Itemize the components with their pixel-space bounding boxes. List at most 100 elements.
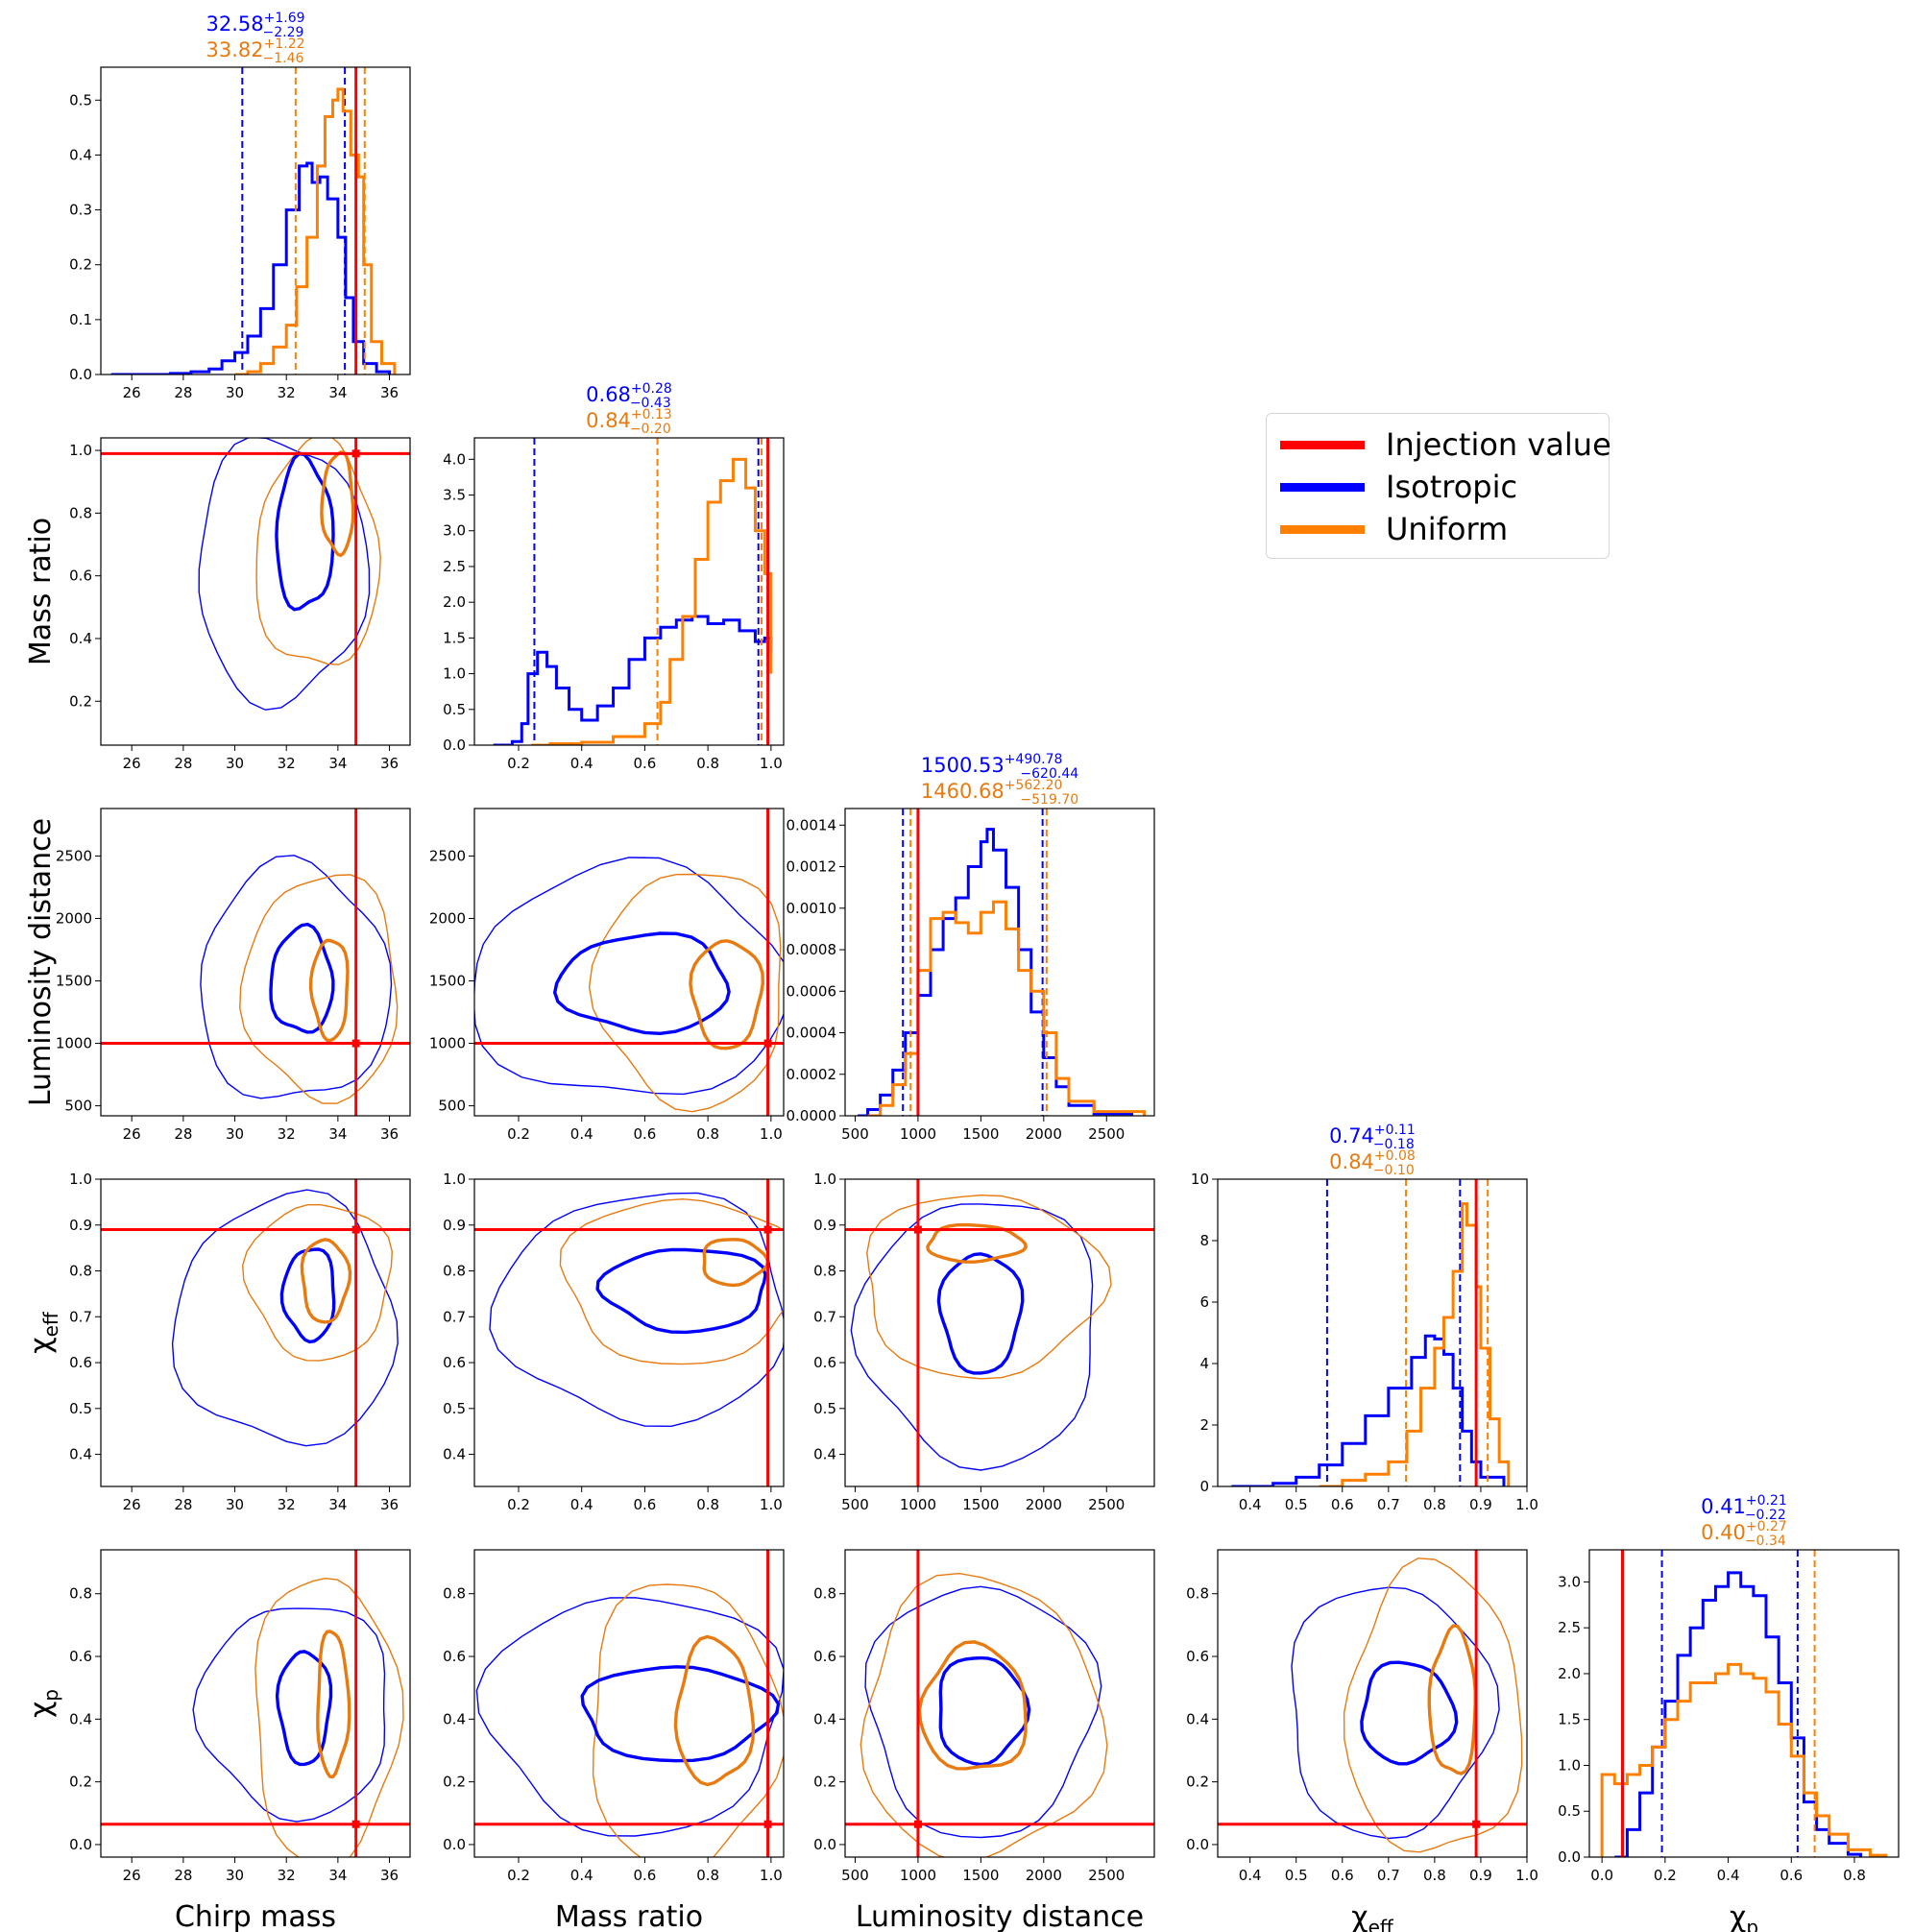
summary-isotropic: 0.68+0.28 −0.43 xyxy=(586,381,672,411)
x-tick-label: 30 xyxy=(226,1125,244,1143)
x-tick-label: 0.5 xyxy=(1285,1496,1308,1513)
y-tick-label: 0.6 xyxy=(69,1354,92,1371)
y-tick-label: 0.4 xyxy=(69,630,92,647)
x-tick-label: 0.8 xyxy=(696,1867,719,1884)
legend-entry-isotropic: Isotropic xyxy=(1280,466,1517,508)
y-tick-label: 0.0008 xyxy=(787,941,837,958)
summary-minus-uniform: −1.46 xyxy=(263,51,304,66)
y-tick-label: 4.0 xyxy=(443,450,466,468)
x-tick-label: 2500 xyxy=(1088,1496,1125,1513)
y-tick-label: 0.4 xyxy=(69,146,92,163)
panel-mc-mc: 26 28 30 32 34 36 0.0 0.1 0.2 0.3 0.4 0.5 32.58+1.69… xyxy=(69,11,411,401)
y-tick-label: 0.8 xyxy=(813,1263,836,1280)
y-tick-label: 4 xyxy=(1199,1355,1209,1372)
contour-uniform-outer xyxy=(239,874,399,1104)
summary-plus-uniform: +1.22 xyxy=(264,36,305,52)
summary-median-uniform: 0.40 xyxy=(1701,1521,1746,1544)
x-tick-label: 32 xyxy=(278,384,296,401)
y-tick-label: 2.5 xyxy=(1558,1619,1581,1636)
panel-content xyxy=(101,1179,410,1486)
y-tick-label: 0.6 xyxy=(69,1648,92,1665)
summary-median-isotropic: 0.68 xyxy=(586,383,631,406)
x-tick-label: 32 xyxy=(278,1867,296,1884)
x-tick-label: 2000 xyxy=(1026,1125,1062,1143)
y-tick-label: 0.5 xyxy=(813,1400,836,1417)
y-tick-label: 1500 xyxy=(429,973,466,990)
panel-frame xyxy=(100,66,411,375)
contour-isotropic-inner xyxy=(938,1655,1031,1767)
y-tick-label: 1000 xyxy=(56,1035,92,1052)
x-tick-label: 0.8 xyxy=(696,755,719,772)
y-tick-label: 0.6 xyxy=(443,1648,466,1665)
x-tick-label: 36 xyxy=(380,384,399,401)
y-tick-label: 0.1 xyxy=(69,311,92,328)
panel-content xyxy=(101,1550,410,1857)
summary-uniform: 0.84+0.13 −0.20 xyxy=(586,407,672,437)
panel-frame xyxy=(100,808,411,1117)
y-tick-label: 0.4 xyxy=(443,1710,466,1727)
x-axis-label-subscript: p xyxy=(1746,1916,1758,1932)
y-tick-label: 0.5 xyxy=(69,1400,92,1417)
y-tick-label: 0.0 xyxy=(813,1836,836,1853)
y-tick-label: 0 xyxy=(1199,1478,1209,1495)
x-tick-label: 0.8 xyxy=(1423,1867,1446,1884)
y-tick-label: 0.9 xyxy=(813,1217,836,1234)
histogram-uniform xyxy=(867,900,1147,1116)
contour-uniform-inner xyxy=(1427,1624,1477,1775)
injection-marker xyxy=(351,1225,360,1234)
x-tick-label: 1.0 xyxy=(760,1125,783,1143)
panel-content xyxy=(110,67,397,374)
x-tick-label: 0.6 xyxy=(633,1496,656,1513)
summary-minus-uniform: −0.20 xyxy=(630,422,671,437)
contour-isotropic-outer xyxy=(192,1607,386,1823)
x-axis-label-dl: Luminosity distance xyxy=(856,1900,1144,1932)
x-tick-label: 0.6 xyxy=(1331,1867,1354,1884)
x-tick-label: 32 xyxy=(278,755,296,772)
y-tick-label: 0.9 xyxy=(69,1217,92,1234)
y-tick-label: 0.5 xyxy=(69,91,92,109)
y-tick-label: 0.2 xyxy=(1186,1774,1209,1791)
summary-plus-uniform: +562.20 xyxy=(1005,778,1063,793)
y-tick-label: 0.6 xyxy=(813,1648,836,1665)
panel-frame xyxy=(100,1178,411,1487)
x-axis-label-chip: χp xyxy=(1730,1900,1758,1932)
panel-frame xyxy=(844,1178,1155,1487)
contour-uniform-inner xyxy=(316,1630,351,1779)
panel-content xyxy=(493,438,773,745)
panel-chieff-mc: 26 28 30 32 34 36 0.4 0.5 0.6 0.7 0.8 0.9 1.0 xyxy=(69,1171,411,1513)
y-tick-label: 0.6 xyxy=(69,568,92,585)
contour-isotropic-outer xyxy=(864,1585,1102,1839)
y-tick-label: 500 xyxy=(438,1098,466,1115)
legend: Injection value Isotropic Uniform xyxy=(1266,413,1611,559)
contour-isotropic-inner xyxy=(275,451,335,612)
x-axis-label-mc: Chirp mass xyxy=(175,1900,336,1932)
y-tick-label: 10 xyxy=(1191,1171,1209,1188)
y-tick-label: 0.4 xyxy=(69,1446,92,1463)
x-tick-label: 0.6 xyxy=(633,1125,656,1143)
y-tick-label: 0.0 xyxy=(443,737,466,754)
panel-content xyxy=(474,809,784,1116)
x-tick-label: 0.8 xyxy=(696,1496,719,1513)
x-tick-label: 30 xyxy=(226,1867,244,1884)
summary-median-isotropic: 32.58 xyxy=(206,12,263,36)
x-tick-label: 36 xyxy=(380,755,399,772)
contour-isotropic-inner xyxy=(269,922,335,1034)
x-tick-label: 0.5 xyxy=(1285,1867,1308,1884)
summary-minus-uniform: −0.34 xyxy=(1745,1534,1786,1549)
panel-chip-dl: 500 1000 1500 2000 2500 0.0 0.2 0.4 0.6 0.8 xyxy=(813,1549,1155,1884)
y-tick-label: 2500 xyxy=(429,847,466,864)
x-tick-label: 34 xyxy=(328,1125,347,1143)
y-tick-label: 0.0004 xyxy=(787,1025,837,1042)
summary-median-isotropic: 1500.53 xyxy=(921,754,1005,777)
panel-frame xyxy=(1217,1549,1528,1858)
y-axis-label-chieff: χeff xyxy=(24,1311,62,1354)
summary-isotropic: 0.41+0.21 −0.22 xyxy=(1701,1493,1787,1523)
y-tick-label: 1.5 xyxy=(443,629,466,646)
contour-uniform-inner xyxy=(689,939,765,1051)
x-tick-label: 1.0 xyxy=(1515,1496,1538,1513)
histogram-uniform xyxy=(234,87,397,374)
y-tick-label: 0.6 xyxy=(443,1354,466,1371)
y-tick-label: 3.0 xyxy=(1558,1573,1581,1590)
